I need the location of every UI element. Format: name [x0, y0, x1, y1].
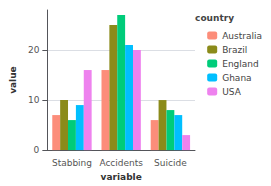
- svg-text:0: 0: [34, 145, 40, 155]
- svg-text:Accidents: Accidents: [99, 158, 143, 168]
- svg-text:Brazil: Brazil: [222, 45, 247, 55]
- svg-text:USA: USA: [222, 87, 241, 97]
- svg-text:20: 20: [28, 45, 40, 55]
- svg-text:country: country: [195, 13, 234, 23]
- svg-text:variable: variable: [101, 172, 142, 182]
- svg-text:Ghana: Ghana: [222, 73, 251, 83]
- svg-text:England: England: [222, 59, 259, 69]
- svg-text:value: value: [8, 66, 18, 94]
- svg-text:Suicide: Suicide: [154, 158, 187, 168]
- svg-text:Australia: Australia: [222, 31, 262, 41]
- svg-text:10: 10: [28, 95, 40, 105]
- svg-text:Stabbing: Stabbing: [52, 158, 92, 168]
